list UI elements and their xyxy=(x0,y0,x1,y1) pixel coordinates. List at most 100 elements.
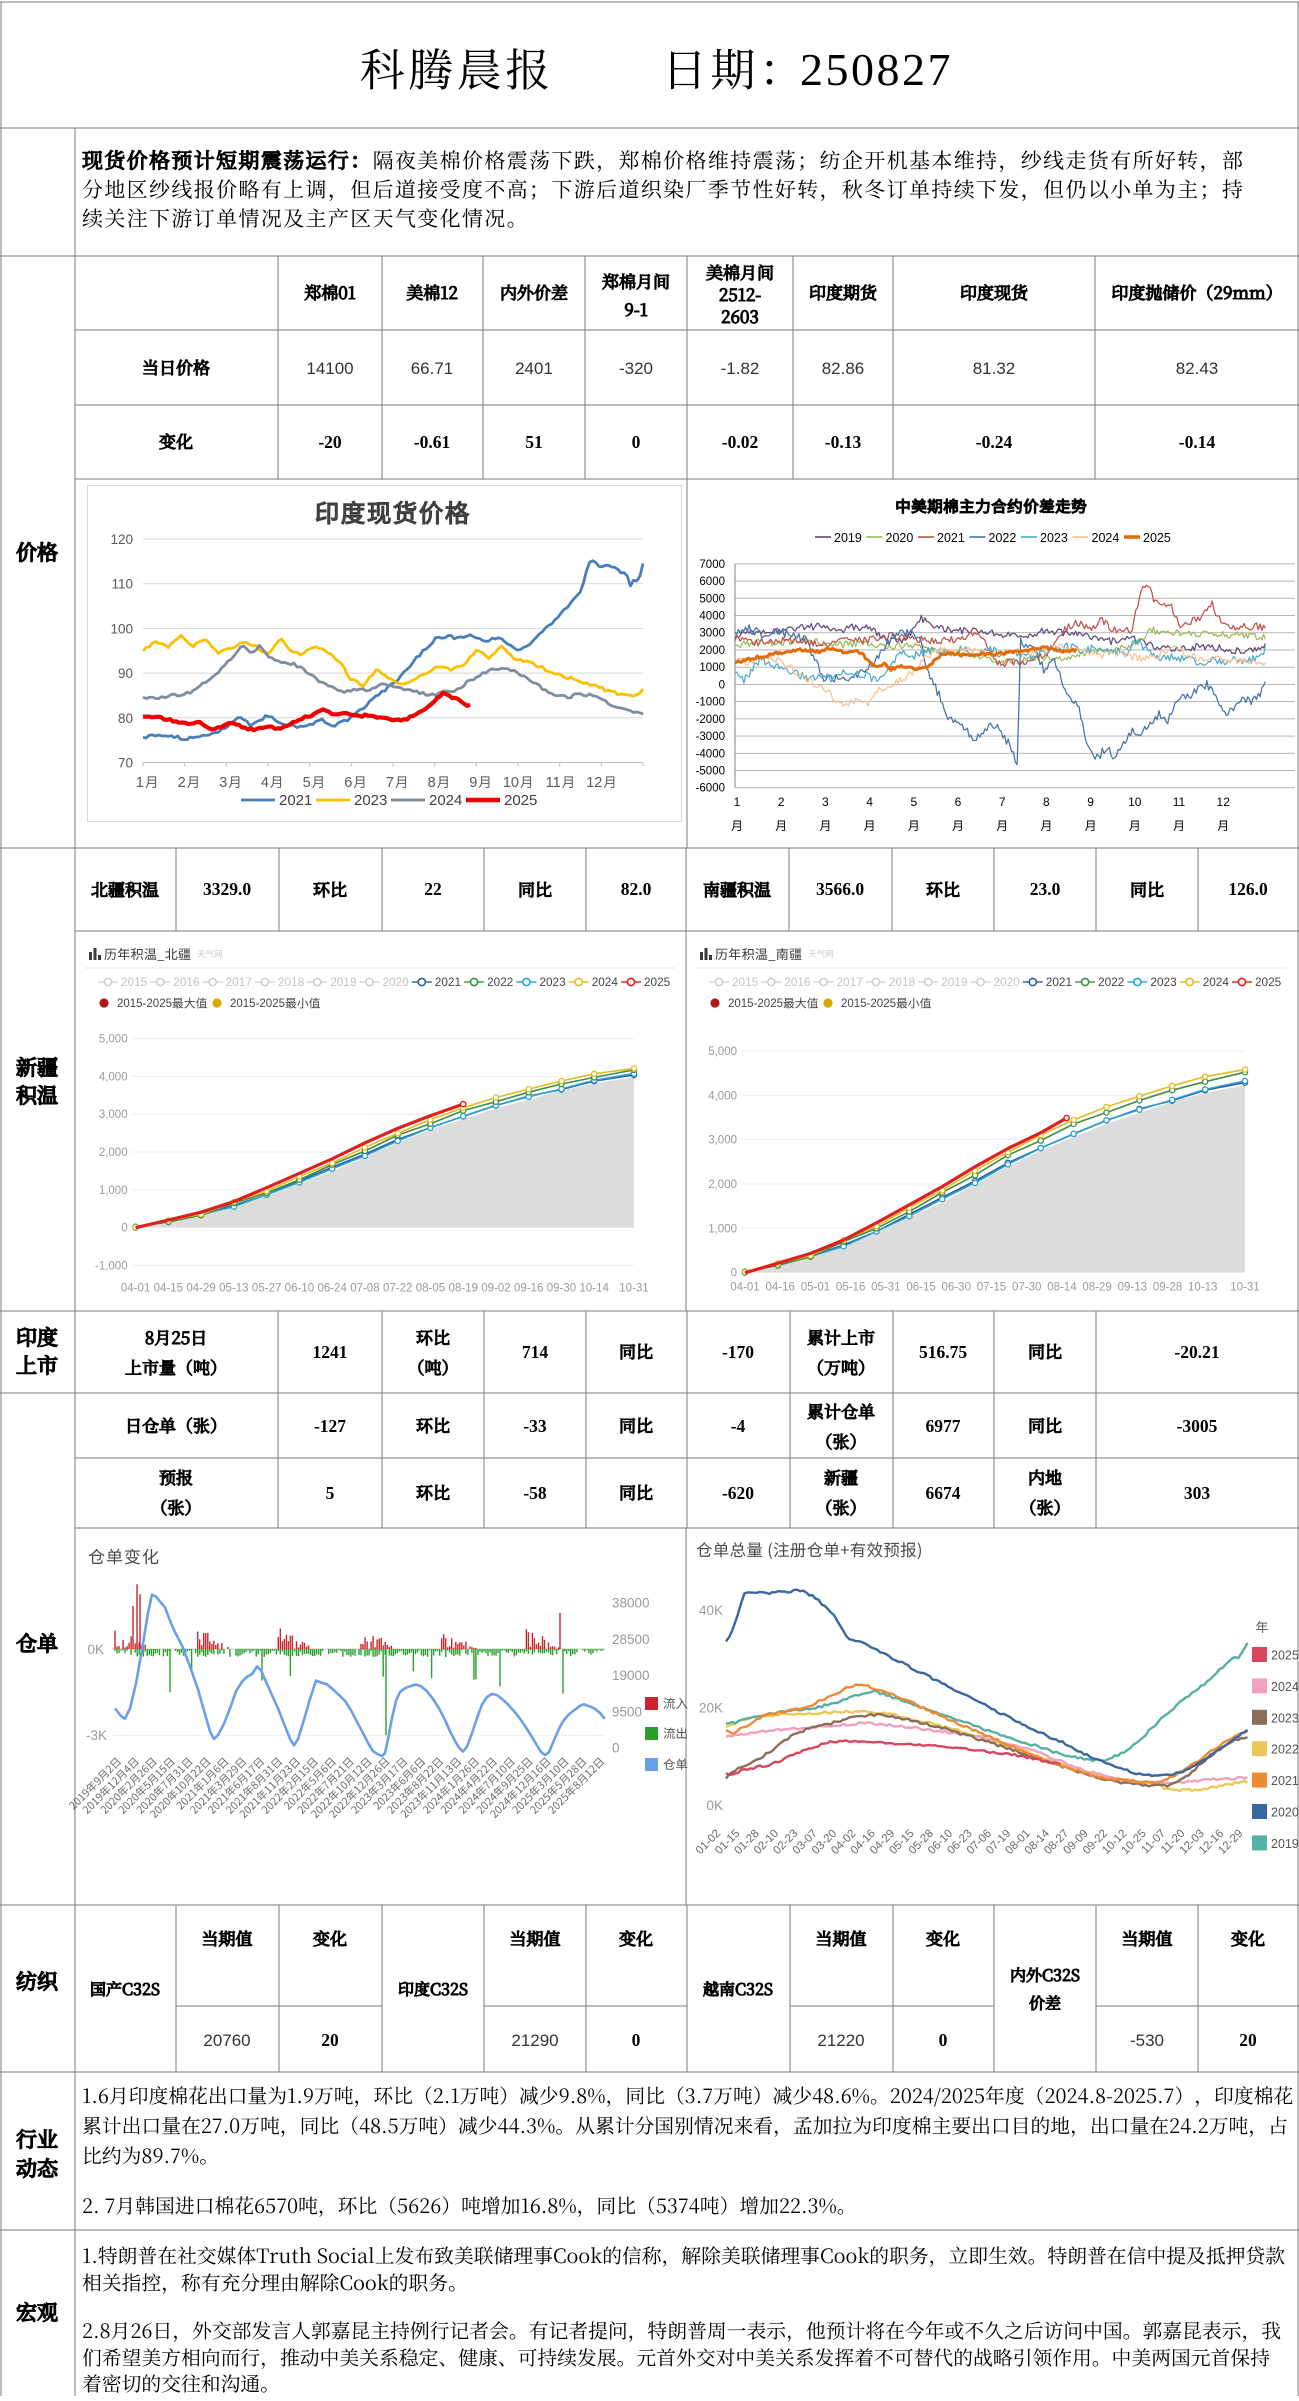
svg-text:22: 22 xyxy=(424,879,442,899)
svg-text:14100: 14100 xyxy=(306,359,353,378)
svg-text:05-31: 05-31 xyxy=(871,1282,900,1294)
svg-text:2025: 2025 xyxy=(644,975,671,989)
svg-text:2015: 2015 xyxy=(732,975,759,989)
svg-text:-127: -127 xyxy=(314,1416,346,1436)
svg-text:2015: 2015 xyxy=(121,975,148,989)
svg-text:05-27: 05-27 xyxy=(252,1283,281,1295)
svg-text:-1.82: -1.82 xyxy=(721,359,760,378)
svg-text:0: 0 xyxy=(719,679,725,691)
svg-text:-0.24: -0.24 xyxy=(976,432,1013,452)
svg-text:4: 4 xyxy=(261,775,269,791)
svg-text:2020: 2020 xyxy=(994,975,1021,989)
svg-text:07-30: 07-30 xyxy=(1012,1282,1041,1294)
svg-text:6674: 6674 xyxy=(926,1483,961,1503)
svg-text:07-15: 07-15 xyxy=(977,1282,1006,1294)
svg-text:3: 3 xyxy=(219,775,227,791)
svg-text:2023: 2023 xyxy=(1150,975,1177,989)
svg-text:12: 12 xyxy=(1217,795,1231,809)
svg-text:11: 11 xyxy=(546,775,561,791)
svg-text:-20: -20 xyxy=(318,432,342,452)
svg-text:-3000: -3000 xyxy=(696,731,725,743)
svg-text:0K: 0K xyxy=(706,1798,723,1813)
svg-text:1,000: 1,000 xyxy=(708,1223,737,1235)
svg-text:12: 12 xyxy=(586,775,602,791)
svg-text:2024: 2024 xyxy=(429,792,462,809)
svg-text:2021: 2021 xyxy=(1046,975,1072,989)
svg-text:120: 120 xyxy=(110,532,133,547)
svg-text:81.32: 81.32 xyxy=(973,359,1016,378)
svg-text:-620: -620 xyxy=(722,1483,754,1503)
svg-text:5,000: 5,000 xyxy=(99,1034,128,1046)
svg-text:3566.0: 3566.0 xyxy=(816,879,864,899)
svg-text:1000: 1000 xyxy=(699,662,725,674)
svg-text:2023: 2023 xyxy=(539,975,566,989)
svg-text:6: 6 xyxy=(344,775,352,791)
svg-text:9: 9 xyxy=(1087,795,1094,809)
svg-text:10-13: 10-13 xyxy=(1188,1282,1217,1294)
svg-text:2021: 2021 xyxy=(435,975,461,989)
svg-text:2019: 2019 xyxy=(1271,1837,1299,1851)
svg-text:2000: 2000 xyxy=(699,645,725,657)
svg-text:6000: 6000 xyxy=(699,576,725,588)
svg-text:2024: 2024 xyxy=(1203,975,1230,989)
svg-text:08-05: 08-05 xyxy=(416,1283,445,1295)
svg-text:09-16: 09-16 xyxy=(514,1283,543,1295)
svg-text:2015-2025: 2015-2025 xyxy=(728,998,783,1010)
svg-text:04-01: 04-01 xyxy=(730,1282,759,1294)
svg-text:82.0: 82.0 xyxy=(621,879,652,899)
svg-text:5000: 5000 xyxy=(699,593,725,605)
svg-text:110: 110 xyxy=(111,577,133,592)
svg-text:-0.14: -0.14 xyxy=(1179,432,1216,452)
svg-text:2017: 2017 xyxy=(226,975,252,989)
svg-text:2023: 2023 xyxy=(1271,1711,1299,1725)
svg-text:08-29: 08-29 xyxy=(1082,1282,1111,1294)
svg-text:20: 20 xyxy=(321,2030,339,2050)
svg-text:2025: 2025 xyxy=(1143,531,1171,545)
svg-text:2022: 2022 xyxy=(1271,1743,1299,1757)
svg-text:2018: 2018 xyxy=(889,975,916,989)
svg-text:-5000: -5000 xyxy=(696,766,725,778)
svg-text:4000: 4000 xyxy=(699,611,725,623)
svg-text:06-10: 06-10 xyxy=(285,1283,314,1295)
svg-text:5,000: 5,000 xyxy=(708,1046,737,1058)
svg-text:10-31: 10-31 xyxy=(619,1283,648,1295)
svg-text:2401: 2401 xyxy=(515,359,553,378)
svg-text:2015-2025: 2015-2025 xyxy=(117,998,172,1010)
svg-text:516.75: 516.75 xyxy=(919,1342,967,1362)
svg-text:-20.21: -20.21 xyxy=(1174,1342,1219,1362)
svg-text:20760: 20760 xyxy=(203,2031,250,2050)
svg-text:-0.13: -0.13 xyxy=(825,432,862,452)
svg-text:0: 0 xyxy=(632,432,641,452)
svg-text:9: 9 xyxy=(469,775,477,791)
svg-text:07-22: 07-22 xyxy=(383,1283,412,1295)
svg-text:0: 0 xyxy=(632,2030,641,2050)
svg-text:23.0: 23.0 xyxy=(1030,879,1061,899)
svg-text:-0.02: -0.02 xyxy=(722,432,758,452)
svg-text:2: 2 xyxy=(178,775,186,791)
svg-text:2022: 2022 xyxy=(989,531,1017,545)
svg-text:-58: -58 xyxy=(523,1483,547,1503)
svg-text:1241: 1241 xyxy=(313,1342,348,1362)
svg-text:2024: 2024 xyxy=(1092,531,1120,545)
svg-text:21220: 21220 xyxy=(817,2031,864,2050)
svg-text:66.71: 66.71 xyxy=(411,359,454,378)
svg-text:2022: 2022 xyxy=(487,975,513,989)
svg-text:11: 11 xyxy=(1173,795,1186,809)
svg-text:4,000: 4,000 xyxy=(708,1090,737,1102)
svg-text:09-02: 09-02 xyxy=(481,1283,510,1295)
svg-text:-530: -530 xyxy=(1130,2031,1164,2050)
svg-text:126.0: 126.0 xyxy=(1228,879,1268,899)
svg-text:51: 51 xyxy=(525,432,543,452)
svg-text:2025: 2025 xyxy=(1255,975,1282,989)
svg-text:0: 0 xyxy=(939,2030,948,2050)
svg-text:2020: 2020 xyxy=(886,531,914,545)
svg-text:04-16: 04-16 xyxy=(766,1282,795,1294)
svg-text:10: 10 xyxy=(503,775,519,791)
svg-text:2023: 2023 xyxy=(354,792,387,809)
svg-text:7000: 7000 xyxy=(699,559,725,571)
svg-text:3000: 3000 xyxy=(699,628,725,640)
svg-text:10-14: 10-14 xyxy=(580,1283,610,1295)
svg-text:2021: 2021 xyxy=(1271,1774,1299,1788)
svg-text:2019: 2019 xyxy=(330,975,356,989)
svg-text:04-01: 04-01 xyxy=(121,1283,150,1295)
